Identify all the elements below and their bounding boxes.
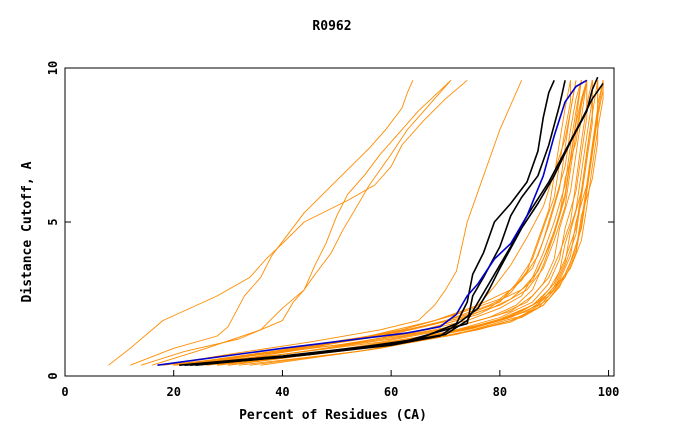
- y-tick-label-1: 5: [46, 218, 60, 225]
- series-line-black-4: [195, 79, 555, 366]
- x-tick-label-4: 80: [493, 385, 507, 399]
- series-layer: [108, 76, 604, 366]
- series-line-orange-30: [260, 80, 599, 366]
- x-tick-label-2: 40: [275, 385, 289, 399]
- x-tick-label-1: 20: [166, 385, 180, 399]
- chart-title: R0962: [312, 19, 351, 34]
- series-line-blue-5: [157, 79, 588, 366]
- y-tick-label-2: 10: [46, 61, 60, 75]
- y-tick-label-0: 0: [46, 372, 60, 379]
- y-axis-label: Distance Cutoff, A: [20, 161, 35, 302]
- series-line-orange-17: [206, 80, 593, 366]
- x-axis-label: Percent of Residues (CA): [239, 408, 427, 423]
- x-tick-label-3: 60: [384, 385, 398, 399]
- series-line-orange-29: [249, 80, 604, 366]
- ticks-layer: 0 20 40 60 80 100 0 5 10: [46, 61, 619, 399]
- series-line-orange-10: [162, 80, 523, 366]
- x-tick-label-5: 100: [598, 385, 620, 399]
- series-line-orange-28: [200, 80, 577, 366]
- series-line-orange-14: [162, 80, 582, 366]
- series-line-orange-9: [151, 79, 452, 366]
- series-line-orange-26: [228, 80, 588, 366]
- series-line-orange-6: [108, 79, 468, 366]
- series-line-orange-7: [130, 80, 414, 366]
- x-tick-label-0: 0: [61, 385, 68, 399]
